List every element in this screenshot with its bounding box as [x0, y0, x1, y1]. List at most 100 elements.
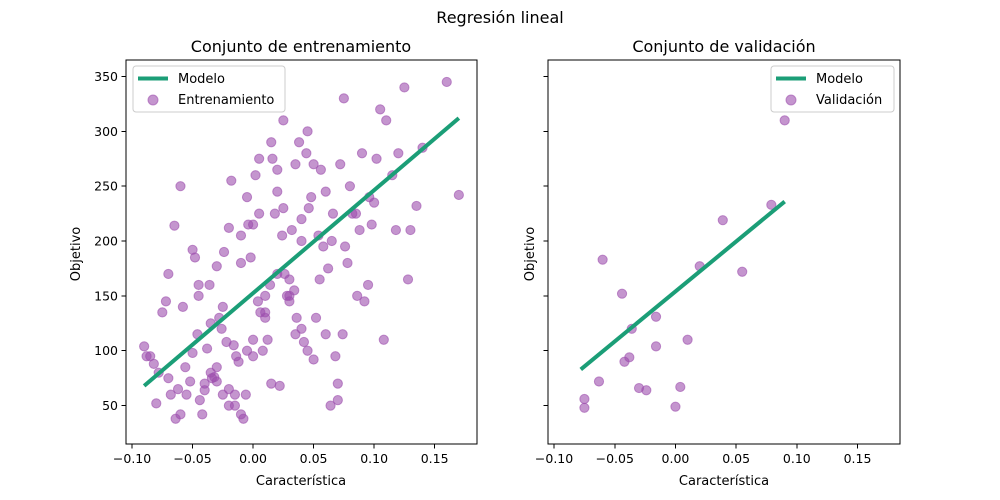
- figure-title: Regresión lineal: [436, 8, 563, 27]
- training-legend: Modelo Entrenamiento: [132, 65, 286, 113]
- training-data-point: [302, 345, 313, 356]
- validation-data-point: [579, 393, 590, 405]
- training-data-point: [141, 351, 152, 362]
- training-data-point: [193, 279, 204, 291]
- training-data-point: [229, 400, 241, 411]
- training-data-point: [165, 389, 176, 400]
- training-data-point: [308, 159, 319, 170]
- validation-model-line: [579, 199, 786, 371]
- training-data-point: [284, 296, 295, 307]
- training-data-point: [241, 192, 253, 203]
- training-data-point: [306, 192, 317, 203]
- training-legend-points-swatch: [147, 94, 159, 106]
- training-axes-frame: [125, 59, 478, 445]
- training-data-point: [185, 376, 196, 387]
- training-data-point: [211, 261, 222, 272]
- training-data-point: [235, 230, 247, 241]
- validation-data-point: [675, 381, 686, 393]
- training-data-point: [218, 246, 230, 258]
- training-data-point: [266, 137, 277, 148]
- training-data-point: [245, 252, 256, 263]
- training-data-point: [315, 164, 326, 175]
- training-data-point: [235, 257, 247, 269]
- training-data-point: [290, 159, 301, 170]
- training-data-point: [267, 153, 278, 164]
- validation-marks: [579, 115, 790, 413]
- validation-x-tick-label: 0.05: [722, 451, 750, 466]
- training-data-point: [303, 203, 314, 214]
- training-data-point: [272, 186, 283, 197]
- training-panel-title: Conjunto de entrenamiento: [191, 37, 411, 56]
- training-data-point: [204, 279, 215, 291]
- training-x-tick-label: −0.05: [173, 451, 211, 466]
- validation-legend: Modelo Validación: [770, 65, 895, 113]
- training-data-point: [371, 153, 382, 164]
- validation-x-tick-label: 0.10: [783, 451, 811, 466]
- training-data-point: [330, 351, 341, 362]
- training-data-point: [293, 137, 305, 148]
- training-data-point: [308, 354, 319, 365]
- training-data-point: [254, 208, 265, 219]
- training-data-point: [262, 334, 273, 345]
- training-data-point: [320, 329, 331, 340]
- training-marks: [139, 76, 464, 424]
- validation-axes-frame: [547, 59, 901, 445]
- training-y-axis-label: Objetivo: [69, 227, 84, 281]
- validation-panel: Conjunto de validación Característica Ob…: [523, 37, 901, 489]
- training-data-point: [332, 378, 343, 389]
- training-data-point: [163, 268, 174, 280]
- validation-data-point: [641, 385, 652, 396]
- training-data-point: [216, 323, 227, 334]
- training-data-point: [217, 301, 228, 312]
- training-data-point: [226, 175, 237, 186]
- training-y-tick-label: 300: [94, 124, 118, 139]
- training-data-point: [366, 219, 377, 230]
- training-data-point: [211, 362, 222, 373]
- training-data-point: [393, 148, 404, 159]
- training-data-point: [247, 219, 259, 230]
- training-data-point: [274, 380, 285, 391]
- training-ticks: −0.10 −0.05 0.00 0.05 0.10 0.15 50 100 150 200 250…: [94, 69, 448, 466]
- training-data-point: [291, 312, 302, 323]
- training-data-point: [344, 181, 356, 192]
- validation-x-tick-label: 0.00: [662, 451, 690, 466]
- training-data-point: [411, 200, 422, 212]
- training-data-point: [289, 285, 300, 296]
- training-data-point: [326, 235, 337, 247]
- validation-data-point: [670, 401, 681, 412]
- training-data-point: [175, 409, 186, 420]
- training-data-point: [405, 224, 416, 236]
- training-data-point: [296, 213, 307, 225]
- training-data-point: [187, 244, 198, 255]
- training-data-point: [193, 290, 204, 301]
- validation-data-point: [597, 254, 608, 265]
- training-data-point: [223, 384, 234, 395]
- training-data-point: [402, 274, 414, 285]
- training-legend-points-label: Entrenamiento: [178, 93, 274, 108]
- training-data-point: [223, 222, 234, 233]
- training-data-point: [257, 345, 268, 356]
- training-data-point: [231, 351, 242, 362]
- training-y-tick-label: 50: [102, 398, 118, 413]
- training-data-point: [260, 290, 271, 301]
- training-data-point: [354, 224, 365, 236]
- training-data-point: [337, 329, 348, 340]
- validation-data-point: [650, 311, 662, 322]
- training-data-point: [335, 159, 346, 170]
- validation-data-point: [779, 115, 790, 126]
- training-model-line: [142, 116, 461, 388]
- training-data-point: [301, 148, 312, 159]
- validation-ticks: −0.10 −0.05 0.00 0.05 0.10 0.15: [535, 75, 871, 466]
- training-data-point: [240, 389, 251, 400]
- training-data-point: [375, 104, 386, 115]
- training-data-point: [323, 263, 334, 274]
- training-data-point: [314, 274, 325, 285]
- validation-data-point: [579, 402, 590, 413]
- training-data-point: [399, 82, 410, 93]
- training-data-point: [277, 230, 288, 241]
- training-data-point: [175, 181, 186, 192]
- training-data-point: [453, 189, 464, 201]
- training-data-point: [272, 164, 283, 175]
- validation-data-point: [682, 334, 693, 345]
